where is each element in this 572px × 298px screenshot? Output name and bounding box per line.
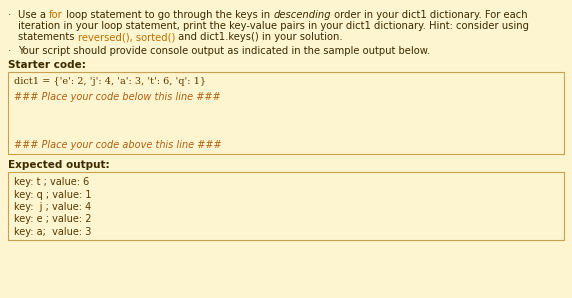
FancyBboxPatch shape xyxy=(8,172,564,240)
Text: key: q ; value: 1: key: q ; value: 1 xyxy=(14,190,92,199)
Text: ·: · xyxy=(8,10,11,20)
Text: Expected output:: Expected output: xyxy=(8,160,110,170)
Text: ### Place your code above this line ###: ### Place your code above this line ### xyxy=(14,140,221,150)
FancyBboxPatch shape xyxy=(8,72,564,154)
Text: reversed(), sorted(): reversed(), sorted() xyxy=(78,32,175,42)
Text: Starter code:: Starter code: xyxy=(8,60,86,70)
Text: ·: · xyxy=(8,46,11,56)
Text: ### Place your code below this line ###: ### Place your code below this line ### xyxy=(14,92,221,102)
Text: Your script should provide console output as indicated in the sample output belo: Your script should provide console outpu… xyxy=(18,46,430,56)
Text: key:  j ; value: 4: key: j ; value: 4 xyxy=(14,202,92,212)
Text: for: for xyxy=(49,10,63,20)
Text: and dict1.keys() in your solution.: and dict1.keys() in your solution. xyxy=(175,32,343,42)
Text: loop statement to go through the keys in: loop statement to go through the keys in xyxy=(63,10,273,20)
Text: iteration in your loop statement, print the key-value pairs in your dict1 dictio: iteration in your loop statement, print … xyxy=(18,21,529,31)
Text: descending: descending xyxy=(273,10,331,20)
Text: statements: statements xyxy=(18,32,78,42)
Text: order in your dict1 dictionary. For each: order in your dict1 dictionary. For each xyxy=(331,10,527,20)
Text: key: e ; value: 2: key: e ; value: 2 xyxy=(14,215,92,224)
Text: Use a: Use a xyxy=(18,10,49,20)
Text: key: t ; value: 6: key: t ; value: 6 xyxy=(14,177,89,187)
Text: key: a;  value: 3: key: a; value: 3 xyxy=(14,227,92,237)
Text: dict1 = {'e': 2, 'j': 4, 'a': 3, 't': 6, 'q': 1}: dict1 = {'e': 2, 'j': 4, 'a': 3, 't': 6,… xyxy=(14,77,206,86)
